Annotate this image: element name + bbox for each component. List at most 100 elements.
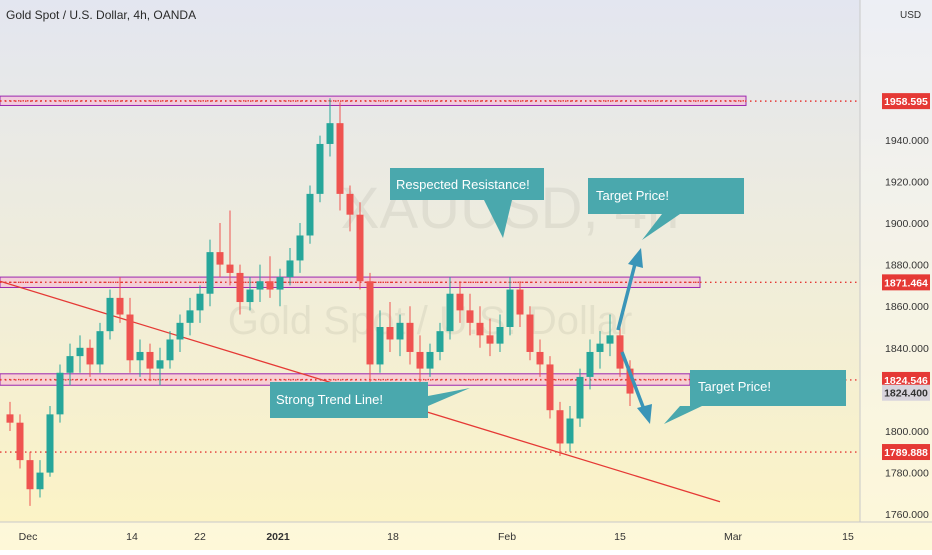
x-tick-label: 2021 xyxy=(266,531,290,543)
candle xyxy=(256,264,264,303)
candle-body xyxy=(546,364,554,411)
candle xyxy=(26,451,34,506)
zone-resistance[interactable] xyxy=(0,95,747,106)
watermark-name: Gold Spot / U.S. Dollar xyxy=(228,299,633,343)
candle-body xyxy=(126,314,134,361)
candle-body xyxy=(236,272,244,303)
candle-body xyxy=(76,347,84,357)
callout-strong-trend-line-text: Strong Trend Line! xyxy=(276,392,383,407)
y-tick-label: 1860.000 xyxy=(885,301,929,313)
candle xyxy=(446,277,454,340)
candle xyxy=(236,264,244,315)
candle xyxy=(166,331,174,369)
candle xyxy=(296,223,304,273)
candle xyxy=(346,185,354,232)
candle-body xyxy=(506,289,514,327)
candle xyxy=(536,339,544,377)
candle-body xyxy=(346,193,354,215)
candle xyxy=(326,98,334,157)
y-tick-label: 1880.000 xyxy=(885,260,929,272)
candle-body xyxy=(556,410,564,444)
candle xyxy=(96,322,104,373)
y-tick-label: 1780.000 xyxy=(885,468,929,480)
price-level-tag[interactable]: 1824.546 xyxy=(882,371,930,388)
candle-body xyxy=(336,123,344,194)
time-axis-background[interactable] xyxy=(0,522,932,550)
y-tick-label: 1800.000 xyxy=(885,426,929,438)
candle-body xyxy=(146,351,154,369)
candle xyxy=(246,277,254,311)
candle xyxy=(546,356,554,419)
candle xyxy=(186,297,194,336)
candle-body xyxy=(626,368,634,394)
candle-body xyxy=(326,123,334,144)
candle xyxy=(556,401,564,456)
candle-body xyxy=(386,327,394,340)
candle xyxy=(486,318,494,357)
candle-body xyxy=(106,297,114,332)
price-axis-background[interactable] xyxy=(860,0,932,522)
x-tick-label: 15 xyxy=(842,531,854,543)
x-tick-label: 18 xyxy=(387,531,399,543)
candle-body xyxy=(266,281,274,290)
callout-strong-trend-line[interactable] xyxy=(270,382,470,418)
candle xyxy=(336,102,344,211)
candle-body xyxy=(166,339,174,361)
candle xyxy=(476,306,484,348)
candle xyxy=(36,460,44,498)
candle xyxy=(46,406,54,477)
candle xyxy=(116,277,124,323)
price-level-tag[interactable]: 1871.464 xyxy=(882,274,930,291)
projection-arrows xyxy=(616,248,652,424)
candle xyxy=(76,335,84,373)
candle-body xyxy=(56,372,64,415)
candle-body xyxy=(96,331,104,365)
candle-body xyxy=(426,351,434,369)
candle-body xyxy=(66,356,74,373)
candle-body xyxy=(226,264,234,273)
candle xyxy=(286,247,294,286)
price-tag-box xyxy=(882,384,930,401)
candle-body xyxy=(586,351,594,377)
candle xyxy=(356,202,364,290)
callout-target-price-up[interactable] xyxy=(588,178,744,240)
current-price-tag[interactable]: 1824.400 xyxy=(882,384,930,401)
y-tick-label: 1900.000 xyxy=(885,218,929,230)
y-tick-label: 1920.000 xyxy=(885,176,929,188)
price-level-tag[interactable]: 1789.888 xyxy=(882,444,930,461)
candle xyxy=(596,331,604,369)
candle xyxy=(56,364,64,423)
candle-body xyxy=(396,322,404,340)
candle-body xyxy=(176,322,184,340)
candle-body xyxy=(46,414,54,473)
callout-target-price-up-text: Target Price! xyxy=(596,188,669,203)
callout-target-price-down[interactable] xyxy=(664,370,846,424)
arrow-up-shaft xyxy=(616,259,638,331)
price-tag-label: 1824.546 xyxy=(884,375,928,387)
candle-body xyxy=(606,335,614,344)
candle-body xyxy=(366,281,374,365)
price-tag-box xyxy=(882,444,930,461)
x-tick-label: 22 xyxy=(194,531,206,543)
candle-body xyxy=(526,314,534,352)
candle-body xyxy=(406,322,414,352)
candle-body xyxy=(486,335,494,344)
candle-body xyxy=(446,293,454,332)
candle-body xyxy=(276,277,284,290)
price-level-tag[interactable]: 1958.595 xyxy=(882,93,930,110)
candle-body xyxy=(566,418,574,444)
y-tick-label: 1760.000 xyxy=(885,509,929,521)
candle xyxy=(216,223,224,278)
candle-body xyxy=(356,214,364,282)
candle-body xyxy=(316,143,324,194)
candle-body xyxy=(286,260,294,278)
candle xyxy=(366,272,374,390)
candle xyxy=(576,368,584,427)
callout-respected-resistance[interactable] xyxy=(390,168,544,238)
candle-body xyxy=(196,293,204,311)
candle xyxy=(106,289,114,340)
candle xyxy=(456,281,464,323)
candle xyxy=(376,310,384,373)
candle xyxy=(626,360,634,407)
